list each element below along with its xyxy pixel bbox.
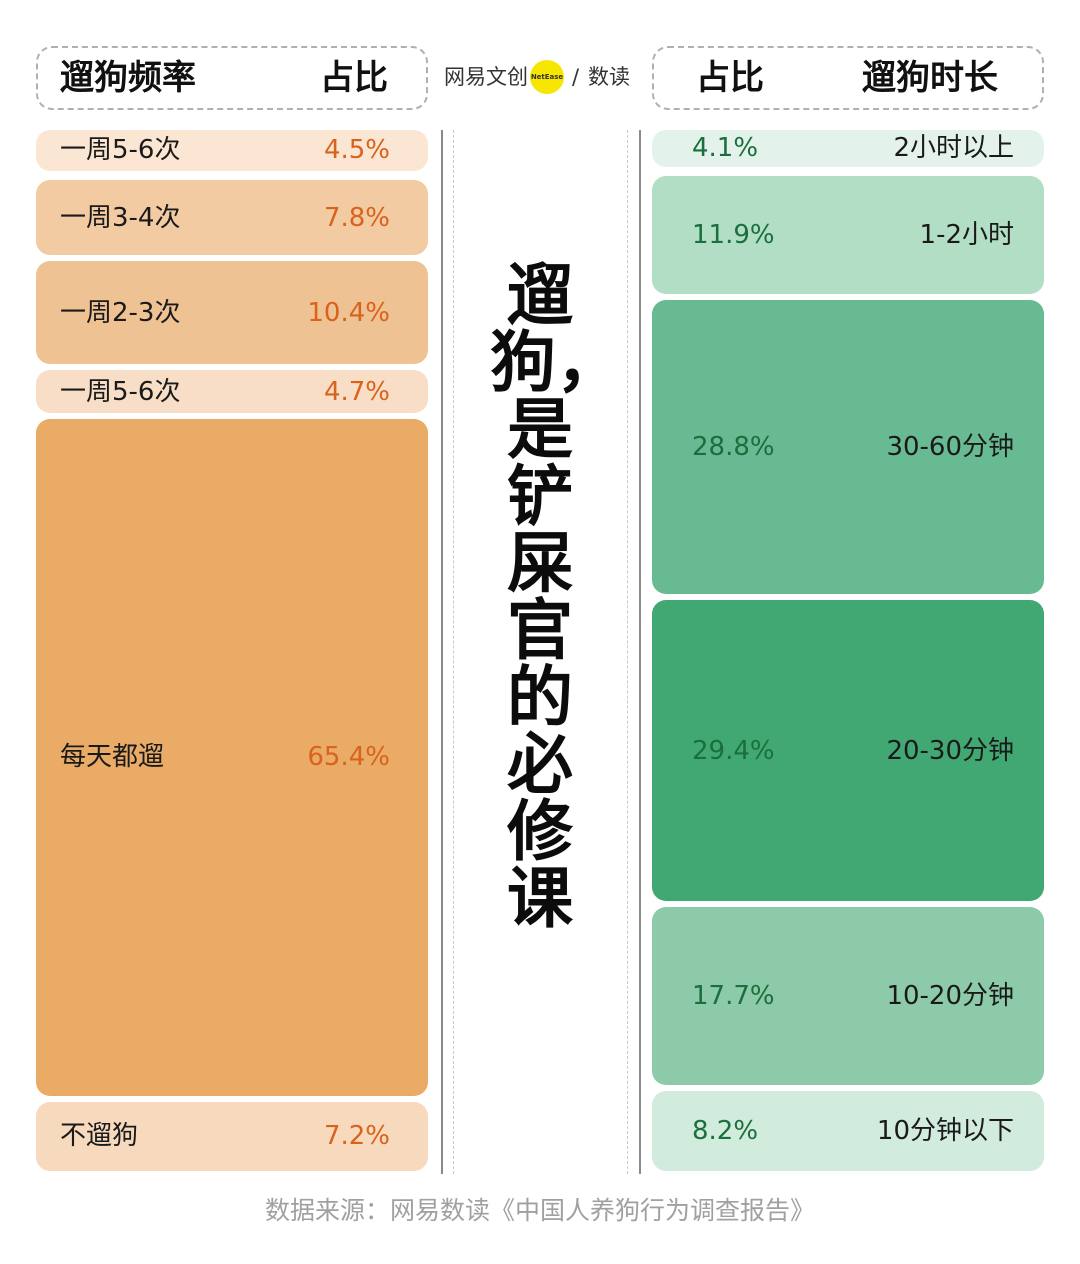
- duration-value-label: 17.7%: [692, 981, 775, 1012]
- netease-dot-icon: [530, 60, 564, 94]
- frequency-chart: 一周5-6次 4.5% 一周3-4次 7.8% 一周2-3次 10.4% 一周5-6次 4.7…: [36, 130, 428, 1174]
- frequency-category-label: 一周5-6次: [60, 135, 181, 166]
- frequency-header: 遛狗频率 占比: [36, 46, 428, 110]
- duration-value-label: 28.8%: [692, 432, 775, 463]
- duration-value-label: 11.9%: [692, 219, 775, 250]
- frequency-value-label: 7.2%: [323, 1121, 390, 1152]
- left-divider: [441, 130, 443, 1174]
- duration-category-label: 10分钟以下: [876, 1116, 1014, 1147]
- frequency-bar-segment: 一周5-6次 4.5%: [36, 130, 428, 171]
- brand-separator: /: [572, 65, 580, 89]
- frequency-bar-segment: 不遛狗 7.2%: [36, 1101, 428, 1171]
- duration-header: 占比 遛狗时长: [652, 46, 1044, 110]
- duration-value-label: 29.4%: [692, 735, 775, 766]
- duration-category-label: 20-30分钟: [886, 735, 1014, 766]
- duration-category-label: 2小时以上: [893, 133, 1014, 164]
- brand-left-text: 网易文创: [444, 65, 528, 89]
- duration-bar-segment: 10分钟以下 8.2%: [652, 1091, 1044, 1171]
- frequency-bar-segment: 每天都遛 65.4%: [36, 419, 428, 1096]
- duration-bar-segment: 10-20分钟 17.7%: [652, 906, 1044, 1086]
- frequency-value-label: 10.4%: [307, 297, 390, 328]
- frequency-value-label: 4.5%: [323, 135, 390, 166]
- data-source: 数据来源：网易数读《中国人养狗行为调查报告》: [264, 1196, 815, 1225]
- duration-header-share: 占比: [696, 58, 764, 98]
- duration-bar-segment: 20-30分钟 29.4%: [652, 600, 1044, 901]
- duration-category-label: 10-20分钟: [886, 981, 1014, 1012]
- left-divider-dashed: [453, 130, 454, 1174]
- duration-value-label: 8.2%: [692, 1116, 759, 1147]
- duration-value-label: 4.1%: [692, 133, 759, 164]
- duration-header-label: 遛狗时长: [862, 58, 998, 98]
- frequency-category-label: 一周2-3次: [60, 297, 181, 328]
- frequency-category-label: 一周5-6次: [60, 376, 181, 407]
- duration-category-label: 1-2小时: [919, 219, 1014, 250]
- duration-bar-segment: 30-60分钟 28.8%: [652, 299, 1044, 595]
- brand-right-text: 数读: [588, 65, 630, 89]
- frequency-header-label: 遛狗频率: [60, 58, 196, 98]
- duration-bar-segment: 1-2小时 11.9%: [652, 175, 1044, 294]
- right-divider: [639, 130, 641, 1174]
- duration-bar-segment: 2小时以上 4.1%: [652, 130, 1044, 167]
- duration-category-label: 30-60分钟: [886, 432, 1014, 463]
- right-divider-dashed: [627, 130, 628, 1174]
- frequency-header-share: 占比: [320, 58, 388, 98]
- frequency-category-label: 不遛狗: [60, 1121, 139, 1152]
- frequency-category-label: 一周3-4次: [60, 202, 181, 233]
- duration-chart: 2小时以上 4.1% 1-2小时 11.9% 30-60分钟 28.8% 20-30分钟 29…: [652, 130, 1044, 1174]
- frequency-bar-segment: 一周5-6次 4.7%: [36, 369, 428, 414]
- netease-dot-text: NetEase: [530, 73, 564, 81]
- frequency-value-label: 4.7%: [323, 376, 390, 407]
- frequency-bar-segment: 一周3-4次 7.8%: [36, 179, 428, 256]
- frequency-bar-segment: 一周2-3次 10.4%: [36, 261, 428, 364]
- brand-logo: 网易文创 NetEase / 数读: [444, 60, 636, 94]
- frequency-value-label: 7.8%: [323, 202, 390, 233]
- frequency-value-label: 65.4%: [307, 742, 390, 773]
- chart-title: 遛狗，是铲屎官的必修课: [490, 257, 622, 937]
- frequency-category-label: 每天都遛: [60, 742, 165, 773]
